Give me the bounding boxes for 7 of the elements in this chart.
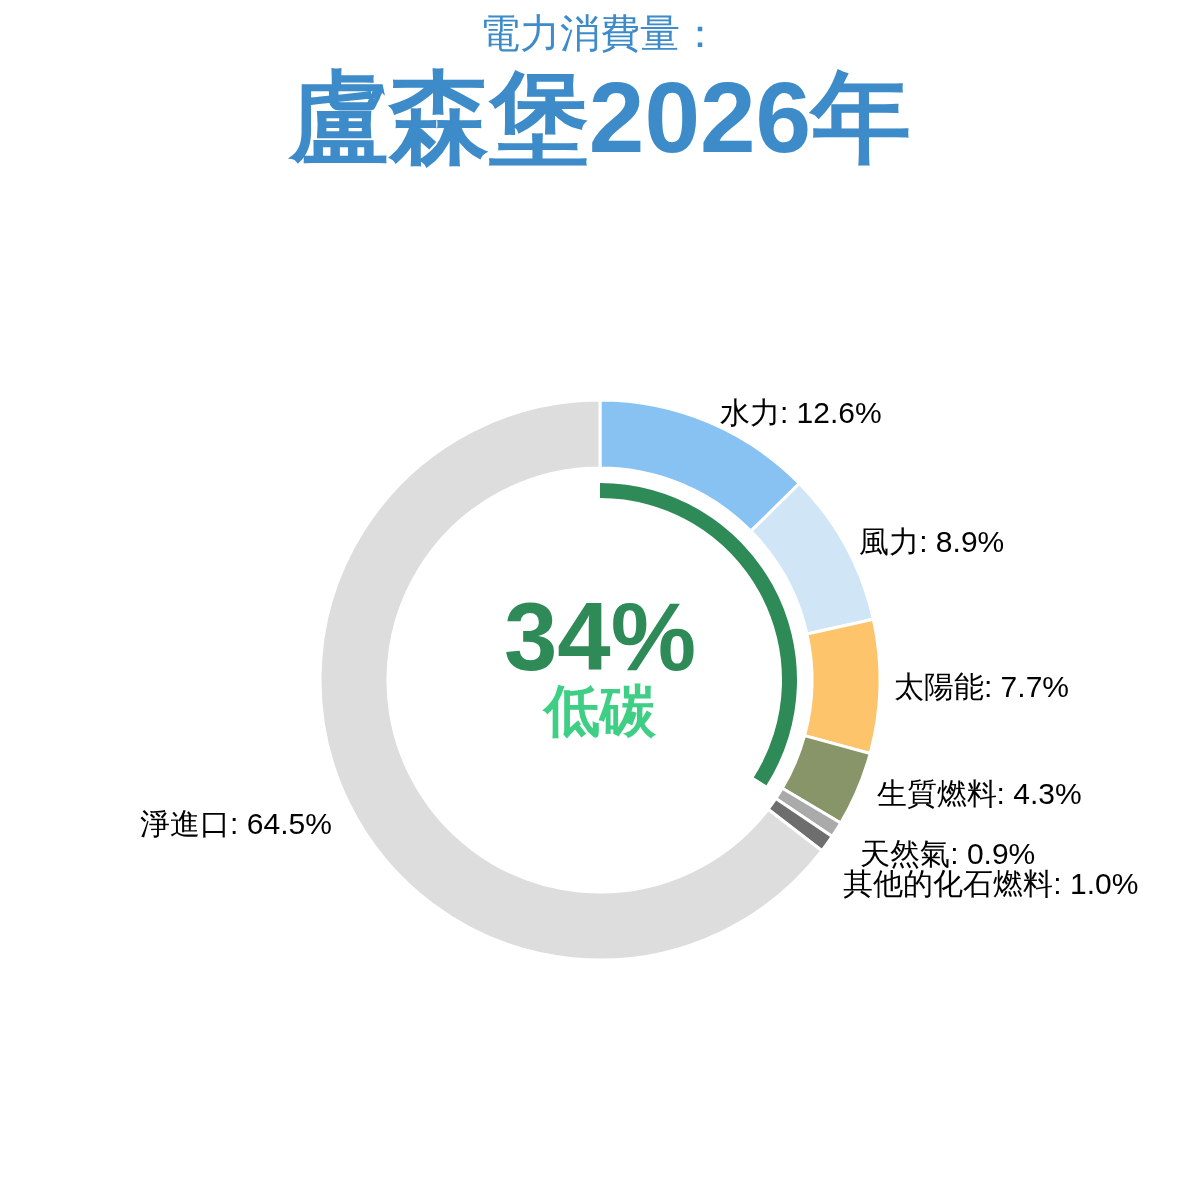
chart-title: 盧森堡2026年 (286, 61, 912, 173)
slice-label: 水力: 12.6% (719, 395, 882, 429)
chart-subtitle: 電力消費量： (480, 11, 720, 55)
slice-label: 生質燃料: 4.3% (876, 776, 1082, 810)
slice-label: 淨進口: 64.5% (140, 806, 332, 840)
slice-label: 風力: 8.9% (859, 524, 1005, 558)
slice-label: 太陽能: 7.7% (893, 670, 1069, 704)
